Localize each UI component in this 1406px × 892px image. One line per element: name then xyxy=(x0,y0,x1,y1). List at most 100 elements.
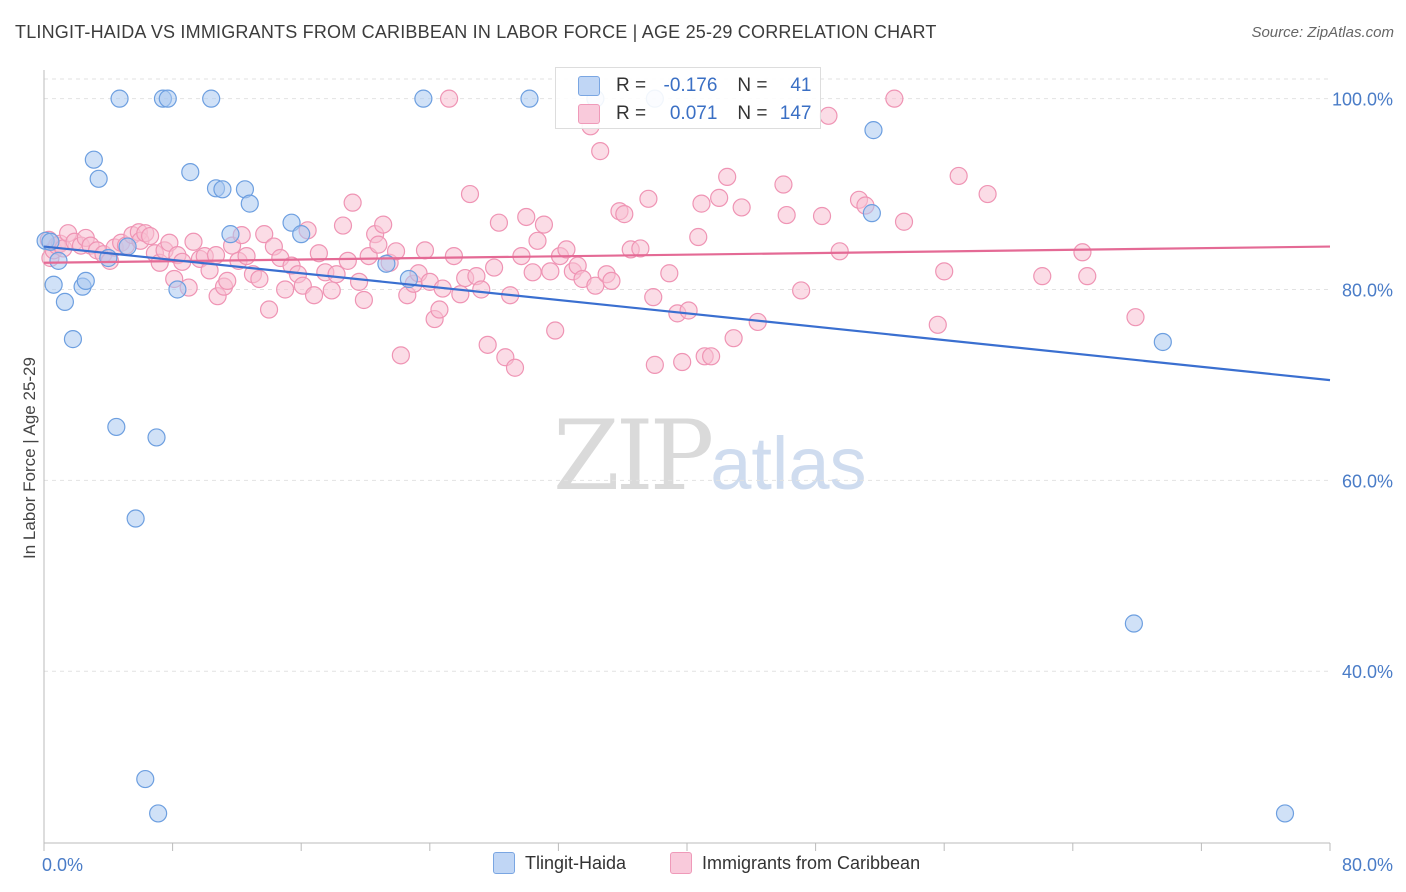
data-point-tlingit xyxy=(1275,804,1295,823)
data-point-tlingit xyxy=(63,330,83,349)
stats-n-value: 147 xyxy=(779,103,812,124)
stats-n-label: N = xyxy=(737,103,768,124)
data-point-caribbean xyxy=(444,246,464,266)
data-point-caribbean xyxy=(255,225,274,244)
data-point-tlingit xyxy=(1124,614,1143,633)
data-point-tlingit xyxy=(1153,332,1172,352)
data-point-tlingit xyxy=(181,163,200,182)
data-point-tlingit xyxy=(414,89,433,108)
data-point-tlingit xyxy=(147,428,166,447)
data-point-caribbean xyxy=(644,288,663,307)
data-point-tlingit xyxy=(110,89,129,108)
stats-r-label: R = xyxy=(616,103,647,124)
data-point-tlingit xyxy=(158,89,177,108)
stats-row-caribbean: R = 0.071 N = 147 xyxy=(578,101,812,127)
data-point-caribbean xyxy=(978,184,997,204)
x-tick-label: 80.0% xyxy=(1342,855,1393,875)
stats-row-tlingit: R = -0.176 N = 41 xyxy=(578,73,812,99)
data-point-caribbean xyxy=(1033,267,1052,286)
data-point-tlingit xyxy=(202,89,221,108)
data-point-tlingit xyxy=(149,804,168,823)
legend-item-caribbean[interactable]: Immigrants from Caribbean xyxy=(670,852,920,874)
data-point-caribbean xyxy=(689,227,708,247)
data-point-caribbean xyxy=(692,194,711,213)
data-point-caribbean xyxy=(333,216,353,235)
chart-legend: Tlingit-Haida Immigrants from Caribbean xyxy=(0,852,1406,878)
data-point-caribbean xyxy=(250,269,269,289)
data-point-tlingit xyxy=(168,280,187,299)
data-point-caribbean xyxy=(631,239,650,258)
data-point-tlingit xyxy=(49,251,68,270)
stats-legend: R = -0.176 N = 41 R = 0.071 N = 147 xyxy=(555,67,821,129)
legend-item-tlingit[interactable]: Tlingit-Haida xyxy=(493,852,626,874)
stats-n-value: 41 xyxy=(790,75,812,96)
data-point-tlingit xyxy=(862,204,881,223)
data-point-caribbean xyxy=(679,301,698,320)
data-point-caribbean xyxy=(374,215,393,234)
data-point-caribbean xyxy=(710,188,729,207)
data-point-caribbean xyxy=(894,212,914,231)
watermark-zip: ZIP xyxy=(553,400,714,512)
watermark-atlas: atlas xyxy=(710,422,867,505)
data-point-caribbean xyxy=(702,347,721,366)
data-point-tlingit xyxy=(221,225,240,244)
data-point-caribbean xyxy=(218,271,237,291)
legend-swatch-tlingit xyxy=(493,852,515,874)
data-point-caribbean xyxy=(309,244,328,263)
stats-n-label: N = xyxy=(737,75,768,96)
data-point-caribbean xyxy=(322,281,341,300)
stats-r-label: R = xyxy=(616,75,647,96)
data-point-caribbean xyxy=(639,189,658,208)
y-tick-label: 40.0% xyxy=(1342,662,1393,682)
data-point-tlingit xyxy=(55,292,74,311)
data-point-caribbean xyxy=(1078,267,1097,286)
data-point-caribbean xyxy=(415,241,435,260)
y-tick-label: 80.0% xyxy=(1342,280,1393,300)
data-point-tlingit xyxy=(126,509,145,528)
data-point-caribbean xyxy=(645,355,664,374)
legend-swatch-caribbean xyxy=(670,852,692,874)
data-point-caribbean xyxy=(369,235,388,254)
legend-label-caribbean: Immigrants from Caribbean xyxy=(702,852,921,873)
data-point-caribbean xyxy=(391,346,410,365)
data-point-tlingit xyxy=(520,89,539,108)
data-point-tlingit xyxy=(76,271,95,291)
data-point-tlingit xyxy=(240,194,259,213)
data-point-caribbean xyxy=(732,198,751,217)
data-point-caribbean xyxy=(478,335,497,354)
data-point-caribbean xyxy=(949,166,968,186)
data-point-caribbean xyxy=(718,167,737,186)
data-point-caribbean xyxy=(928,315,947,334)
source-label: Source: ZipAtlas.com xyxy=(1251,24,1394,41)
stats-swatch-tlingit xyxy=(578,76,600,96)
data-point-tlingit xyxy=(136,769,155,789)
stats-r-value: -0.176 xyxy=(663,75,718,96)
data-point-caribbean xyxy=(304,286,324,305)
data-point-caribbean xyxy=(1126,308,1145,327)
data-point-caribbean xyxy=(184,232,203,251)
data-point-caribbean xyxy=(386,242,406,261)
x-tick-label: 0.0% xyxy=(42,855,83,875)
data-point-caribbean xyxy=(591,142,610,161)
data-point-caribbean xyxy=(349,272,369,291)
data-point-caribbean xyxy=(602,271,621,291)
data-point-caribbean xyxy=(830,242,849,261)
data-point-caribbean xyxy=(338,251,357,270)
data-point-caribbean xyxy=(673,352,692,372)
data-point-caribbean xyxy=(354,290,373,310)
data-point-caribbean xyxy=(812,206,832,226)
data-point-caribbean xyxy=(276,280,295,299)
data-point-caribbean xyxy=(259,300,279,319)
data-point-caribbean xyxy=(343,193,362,212)
y-tick-label: 100.0% xyxy=(1332,90,1393,110)
y-tick-label: 60.0% xyxy=(1342,471,1393,491)
stats-r-value: 0.071 xyxy=(669,103,718,124)
data-point-caribbean xyxy=(534,215,554,234)
data-point-tlingit xyxy=(118,237,137,256)
legend-label-tlingit: Tlingit-Haida xyxy=(525,852,627,873)
data-point-caribbean xyxy=(819,106,838,125)
trend-line-caribbean xyxy=(43,245,1331,264)
data-point-caribbean xyxy=(935,262,954,281)
data-point-tlingit xyxy=(107,417,126,437)
